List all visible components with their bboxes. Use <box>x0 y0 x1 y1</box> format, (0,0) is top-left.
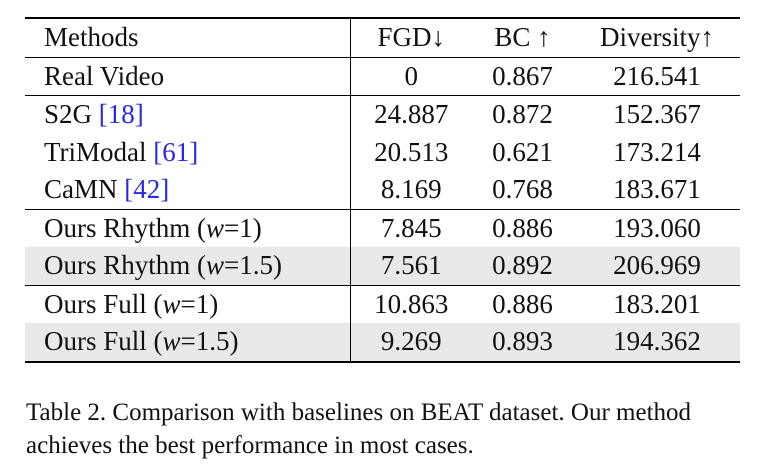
method-name: Ours Rhythm ( <box>44 212 206 243</box>
fgd-cell: 7.561 <box>350 247 472 285</box>
diversity-cell: 152.367 <box>613 99 701 130</box>
method-cell: Ours Full (w=1.5) <box>25 323 352 362</box>
header-diversity: Diversity↑ <box>599 22 714 53</box>
method-name: Real Video <box>44 60 165 91</box>
citation-link[interactable]: [18] <box>98 99 144 130</box>
bc-cell: 0.886 <box>492 288 553 319</box>
w-value: =1) <box>180 288 219 319</box>
method-name: CaMN <box>44 174 125 205</box>
table-row: Real Video 0 0.867 216.541 <box>25 57 740 96</box>
fgd-cell: 7.845 <box>380 212 442 243</box>
table-caption: Table 2. Comparison with baselines on BE… <box>26 396 761 462</box>
caption-line-2: achieves the best performance in most ca… <box>26 432 474 459</box>
citation-link[interactable]: [42] <box>124 174 170 205</box>
method-cell: CaMN [42] <box>25 171 352 209</box>
bc-cell: 0.893 <box>471 323 574 362</box>
table-row: S2G [18] 24.887 0.872 152.367 <box>25 95 740 134</box>
w-variable: w <box>206 212 225 243</box>
diversity-cell: 193.060 <box>613 212 701 243</box>
diversity-cell: 194.362 <box>573 323 740 362</box>
citation-link[interactable]: [61] <box>153 136 199 167</box>
method-name: Ours Full ( <box>44 326 163 357</box>
diversity-cell: 183.201 <box>613 288 701 319</box>
w-variable: w <box>162 326 181 357</box>
caption-line-1: Table 2. Comparison with baselines on BE… <box>26 399 692 426</box>
table-row: TriModal [61] 20.513 0.621 173.214 <box>25 133 740 171</box>
method-cell: Real Video <box>25 57 352 96</box>
w-value: =1.5) <box>180 326 239 357</box>
fgd-cell: 24.887 <box>374 99 449 130</box>
fgd-cell: 8.169 <box>380 174 442 205</box>
fgd-cell: 10.863 <box>374 288 449 319</box>
fgd-cell: 9.269 <box>350 323 472 362</box>
method-name: TriModal <box>44 136 154 167</box>
bc-cell: 0.867 <box>492 60 553 91</box>
w-value: =1.5) <box>224 250 282 281</box>
table-row: CaMN [42] 8.169 0.768 183.671 <box>25 171 740 209</box>
method-name: S2G <box>44 99 99 130</box>
header-methods: Methods <box>25 18 352 57</box>
bc-cell: 0.768 <box>492 174 553 205</box>
diversity-cell: 183.671 <box>613 174 701 205</box>
bc-cell: 0.872 <box>492 99 553 130</box>
results-table: Methods FGD↓ BC ↑ Diversity↑ Real Video … <box>25 17 740 363</box>
bc-cell: 0.621 <box>492 136 553 167</box>
method-cell: TriModal [61] <box>25 133 352 171</box>
header-row: Methods FGD↓ BC ↑ Diversity↑ <box>25 18 740 57</box>
table-row: Ours Full (w=1.5) 9.269 0.893 194.362 <box>25 323 740 362</box>
w-value: =1) <box>224 212 262 243</box>
fgd-cell: 20.513 <box>374 136 449 167</box>
header-bc: BC ↑ <box>494 22 551 53</box>
fgd-cell: 0 <box>404 60 418 91</box>
table-row: Ours Rhythm (w=1.5) 7.561 0.892 206.969 <box>25 247 740 285</box>
method-cell: Ours Rhythm (w=1.5) <box>25 247 352 285</box>
w-variable: w <box>206 250 225 281</box>
method-cell: Ours Rhythm (w=1) <box>25 209 352 247</box>
method-cell: S2G [18] <box>25 95 352 134</box>
results-table-container: Methods FGD↓ BC ↑ Diversity↑ Real Video … <box>25 17 740 363</box>
method-name: Ours Rhythm ( <box>44 250 206 281</box>
diversity-cell: 206.969 <box>573 247 740 285</box>
method-name: Ours Full ( <box>44 288 163 319</box>
bc-cell: 0.886 <box>492 212 553 243</box>
method-cell: Ours Full (w=1) <box>25 285 352 323</box>
diversity-cell: 216.541 <box>613 60 701 91</box>
table-row: Ours Full (w=1) 10.863 0.886 183.201 <box>25 285 740 323</box>
header-fgd: FGD↓ <box>377 22 445 53</box>
diversity-cell: 173.214 <box>613 136 701 167</box>
w-variable: w <box>162 288 181 319</box>
table-row: Ours Rhythm (w=1) 7.845 0.886 193.060 <box>25 209 740 247</box>
bc-cell: 0.892 <box>471 247 574 285</box>
